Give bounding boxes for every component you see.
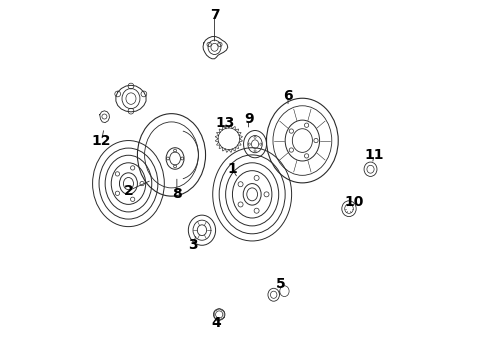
- Text: 1: 1: [227, 162, 237, 176]
- Text: 11: 11: [365, 148, 384, 162]
- Text: 5: 5: [276, 277, 286, 291]
- Text: 7: 7: [210, 8, 220, 22]
- Text: 4: 4: [212, 316, 221, 330]
- Text: 12: 12: [92, 134, 111, 148]
- Text: 10: 10: [344, 194, 364, 208]
- Text: 8: 8: [172, 187, 182, 201]
- Text: 13: 13: [216, 116, 235, 130]
- Text: 6: 6: [283, 89, 293, 103]
- Text: 3: 3: [188, 238, 198, 252]
- Text: 9: 9: [244, 112, 253, 126]
- Text: 2: 2: [123, 184, 133, 198]
